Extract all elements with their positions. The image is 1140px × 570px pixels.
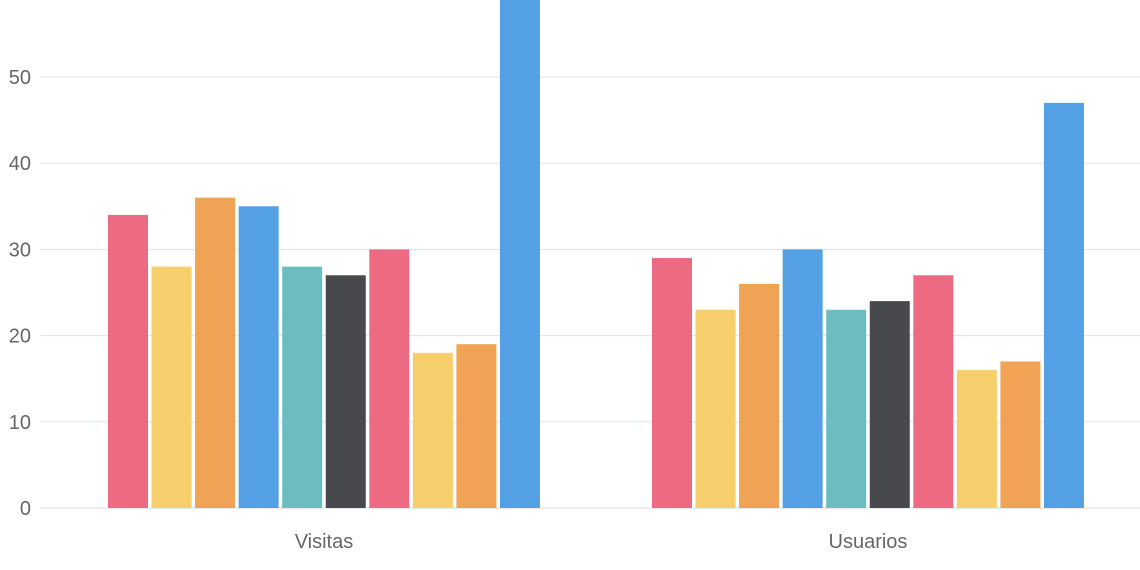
y-tick-label: 10 [9, 412, 31, 434]
bar-usuarios-5 [826, 309, 867, 508]
bar-visitas-1 [108, 214, 148, 509]
y-tick-label: 0 [20, 498, 31, 520]
bar-usuarios-1 [652, 258, 692, 508]
y-tick-label: 20 [9, 326, 31, 348]
bar-usuarios-8 [956, 370, 997, 508]
x-category-label: Visitas [295, 531, 354, 553]
bar-usuarios-10 [1043, 102, 1084, 509]
bar-usuarios-7 [913, 275, 954, 508]
bar-usuarios-9 [1000, 361, 1041, 508]
y-tick-label: 30 [9, 239, 31, 261]
bar-usuarios-3 [739, 283, 780, 508]
bar-visitas-3 [195, 197, 236, 508]
bar-visitas-9 [456, 344, 497, 508]
bar-visitas-6 [325, 275, 366, 508]
y-tick-label: 40 [9, 153, 31, 175]
bar-usuarios-2 [695, 309, 736, 508]
bar-visitas-8 [412, 352, 453, 508]
bar-visitas-2 [151, 266, 192, 508]
bar-visitas-5 [282, 266, 323, 508]
bar-visitas-10 [499, 0, 540, 508]
bar-visitas-4 [238, 206, 279, 509]
x-category-label: Usuarios [829, 531, 908, 553]
bar-usuarios-6 [869, 301, 910, 508]
bar-usuarios-4 [782, 249, 823, 508]
bar-visitas-7 [369, 249, 410, 508]
y-tick-label: 50 [9, 67, 31, 89]
